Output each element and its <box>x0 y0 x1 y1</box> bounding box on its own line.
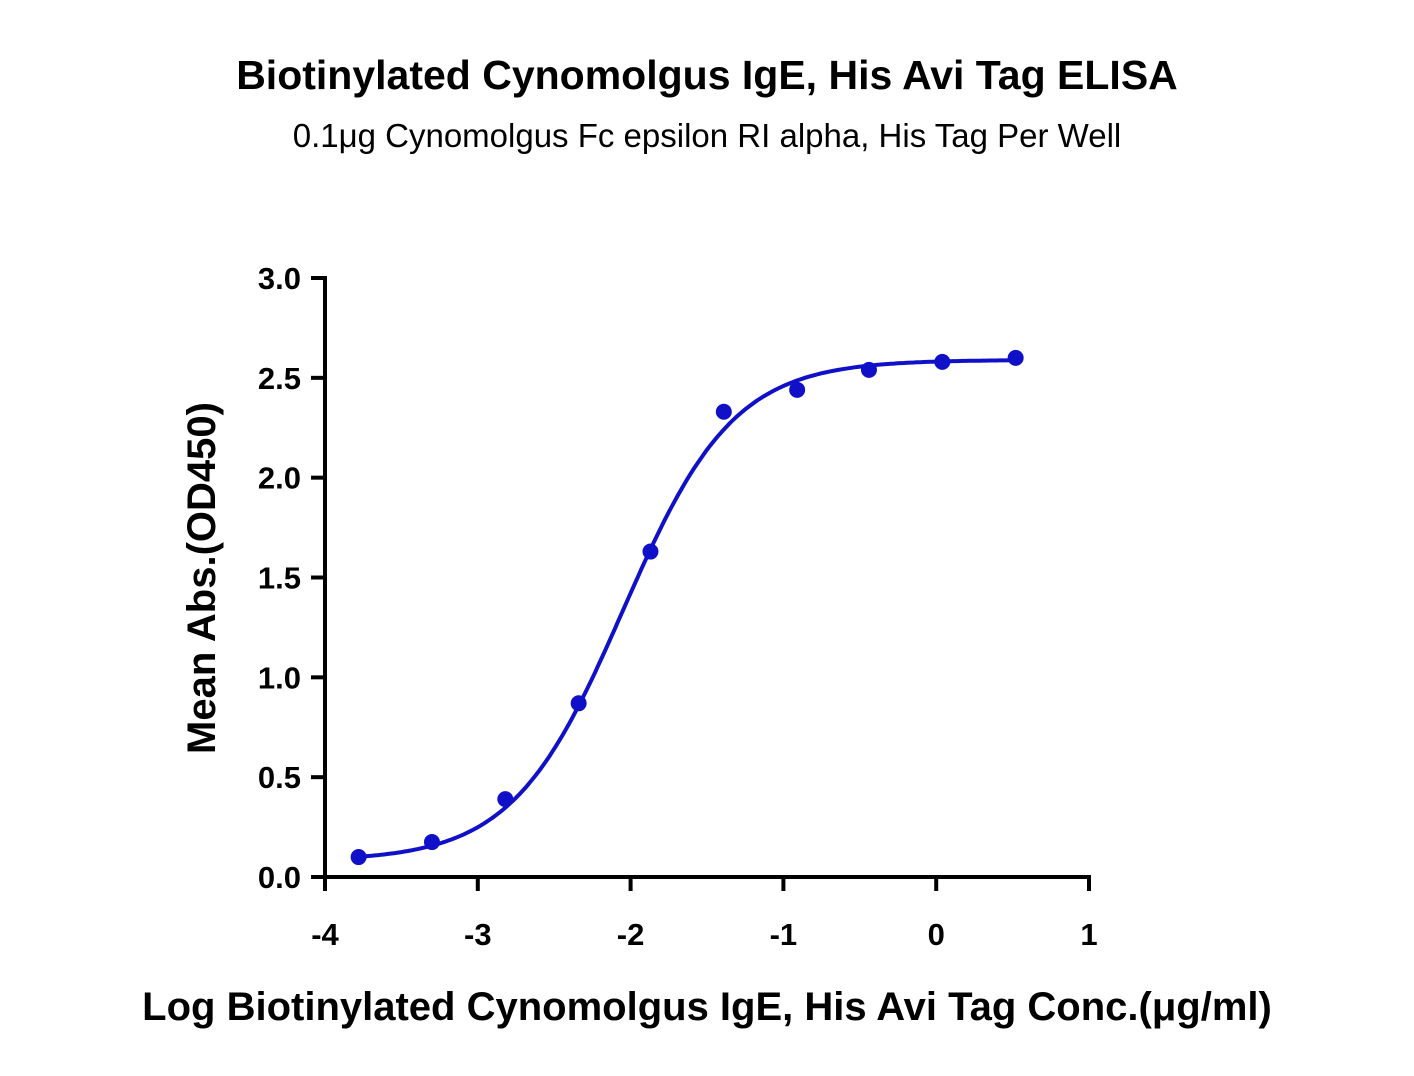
y-tick-label: 1.0 <box>258 660 301 695</box>
y-tick-label: 2.0 <box>258 461 301 496</box>
x-tick-label: -3 <box>464 917 492 952</box>
chart-title: Biotinylated Cynomolgus IgE, His Avi Tag… <box>236 52 1178 98</box>
y-tick-label: 1.5 <box>258 561 301 596</box>
x-axis-label: Log Biotinylated Cynomolgus IgE, His Avi… <box>142 985 1272 1029</box>
data-point <box>570 695 587 712</box>
y-tick-label: 0.0 <box>258 860 301 895</box>
fit-curve <box>358 358 1016 859</box>
data-point <box>934 353 951 370</box>
data-point <box>860 361 877 378</box>
y-tick-label: 0.5 <box>258 760 301 795</box>
data-point <box>350 849 367 866</box>
data-point <box>423 834 440 851</box>
x-tick-label: -4 <box>311 917 339 952</box>
chart-subtitle: 0.1μg Cynomolgus Fc epsilon RI alpha, Hi… <box>292 117 1122 154</box>
x-tick-label: 0 <box>928 917 945 952</box>
y-axis-label: Mean Abs.(OD450) <box>180 402 224 754</box>
x-tick-label: -2 <box>617 917 645 952</box>
data-point <box>789 381 806 398</box>
x-tick-label: 1 <box>1080 917 1097 952</box>
data-point <box>497 791 514 808</box>
x-tick-label: -1 <box>770 917 798 952</box>
data-point <box>642 543 659 560</box>
y-tick-label: 2.5 <box>258 361 301 396</box>
data-point <box>1007 349 1024 366</box>
y-tick-label: 3.0 <box>258 261 301 296</box>
data-point <box>715 403 732 420</box>
